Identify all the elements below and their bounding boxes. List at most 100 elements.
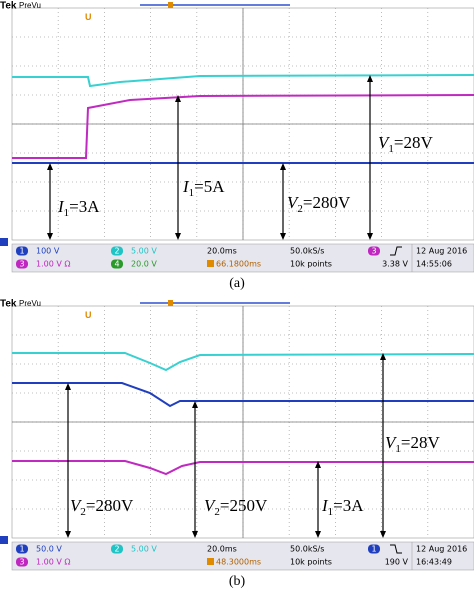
annotation: I1=3A [321,496,364,518]
annotation-text: =3A [69,197,100,216]
annotation-symbol: I [182,177,190,196]
annotation-symbol: V [385,433,398,452]
channel-scale: 5.00 V [131,247,157,256]
sample-rate: 50.0kS/s [290,247,324,256]
annotation-text: =28V [401,433,441,452]
channel-badge [16,544,28,554]
annotation-symbol: V [204,496,217,515]
arrow-head [47,163,53,170]
trigger-pos-icon [207,558,214,565]
annotation: V1=28V [378,133,433,155]
annotation-symbol: V [287,193,300,212]
trigger-slope [390,544,402,554]
waveform [12,460,474,476]
arrow-head [380,531,386,538]
channel-badge [16,259,28,269]
record-length: 10k points [290,260,332,269]
arrow-head [47,233,53,240]
channel-badge [111,259,123,269]
arrow-head [65,383,71,390]
arrow-head [175,233,181,240]
channel-badge [16,246,28,256]
annotation-text: =5A [194,177,225,196]
waveform [12,74,474,88]
caption: (a) [229,276,245,291]
arrow-head [367,233,373,240]
annotation-text: =250V [220,496,268,515]
trigger-level: 3.38 V [382,260,408,269]
waveform [12,94,474,159]
trigger-level: 190 V [385,558,409,567]
channel-badge [111,544,123,554]
annotation: V2=250V [204,496,268,518]
annotation-subscript: 1 [388,143,394,155]
caption: (b) [229,574,246,589]
channel-id: 1 [19,247,24,256]
annotation-subscript: 1 [64,207,70,219]
channel-id: 1 [19,545,24,554]
channel-id: 3 [19,558,24,567]
record-marker [168,300,173,306]
arrow-head [315,461,321,468]
annotation: V2=280V [287,193,351,215]
arrow-head [280,163,286,170]
arrow-head [380,353,386,360]
channel-id: 2 [114,545,119,554]
arrow-head [65,531,71,538]
arrow-head [192,531,198,538]
trigger-marker: U [85,12,92,22]
annotation-subscript: 1 [189,187,195,199]
trigger-position: 48.3000ms [216,558,261,567]
time: 16:43:49 [416,558,452,567]
channel-id: 3 [19,260,24,269]
annotation: I1=3A [57,197,100,219]
annotation-subscript: 2 [214,506,220,518]
record-marker [168,2,173,8]
channel-badge [16,557,28,567]
date: 12 Aug 2016 [416,545,467,554]
waveform [12,382,474,408]
annotation-subscript: 2 [80,506,86,518]
annotation-symbol: V [70,496,83,515]
trigger-slope [390,246,402,256]
annotation-text: =280V [86,496,134,515]
trigger-position: 66.1800ms [216,260,261,269]
annotation-symbol: I [57,197,65,216]
annotation: V1=28V [385,433,440,455]
trigger-channel: 3 [371,247,376,256]
sample-rate: 50.0kS/s [290,545,324,554]
annotation-symbol: I [321,496,329,515]
scope-mode: PreVu [19,1,41,10]
channel-scale: 50.0 V [36,545,62,554]
channel-id: 2 [114,247,119,256]
arrow-head [367,75,373,82]
arrow-head [280,233,286,240]
timebase: 20.0ms [207,247,237,256]
arrow-head [315,531,321,538]
arrow-head [175,95,181,102]
channel-badge [368,246,380,256]
channel-scale: 20.0 V [131,260,157,269]
timebase: 20.0ms [207,545,237,554]
annotation: I1=5A [182,177,225,199]
annotation-symbol: V [378,133,391,152]
channel-badge [368,544,380,554]
channel-scale: 1.00 V Ω [36,260,70,269]
channel-scale: 1.00 V Ω [36,558,70,567]
channel-id: 4 [114,260,119,269]
annotation-subscript: 1 [395,443,401,455]
trigger-pos-icon [207,260,214,267]
channel-scale: 5.00 V [131,545,157,554]
date: 12 Aug 2016 [416,247,467,256]
channel-badge [111,246,123,256]
scope-mode: PreVu [19,299,41,308]
record-length: 10k points [290,558,332,567]
status-bar [11,541,474,571]
trigger-marker: U [85,310,92,320]
annotation-subscript: 2 [297,203,303,215]
time: 14:55:06 [416,260,452,269]
annotation-text: =280V [303,193,351,212]
channel-marker [0,238,8,246]
